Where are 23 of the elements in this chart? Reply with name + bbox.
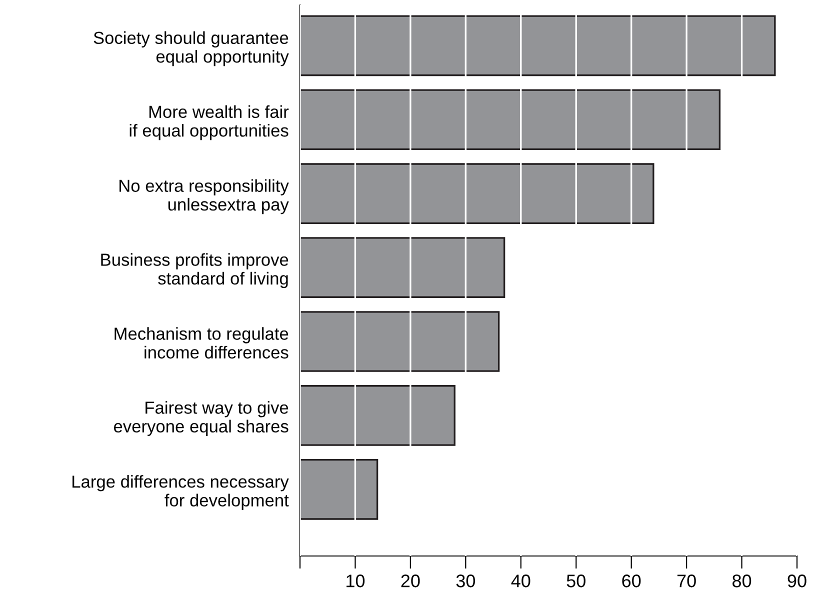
x-tick-label: 90	[788, 574, 806, 588]
x-tick-label: 40	[511, 574, 530, 588]
x-tick-label: 10	[346, 574, 365, 588]
x-tick-label: 50	[566, 574, 586, 588]
x-tick-label: 80	[732, 574, 752, 588]
y-tick-label: Mechanism to regulate income differences	[114, 327, 288, 359]
y-tick-label: Business profits improve standard of living	[101, 253, 288, 288]
bar	[300, 89, 721, 150]
y-tick-label: Fairest way to give everyone equal shares	[114, 401, 288, 436]
bar	[300, 163, 654, 224]
y-tick-label: Large differences necessary for development	[72, 475, 289, 510]
y-tick-label: More wealth is fair if equal opportunities	[130, 105, 289, 140]
x-tick-label: 20	[401, 574, 420, 588]
bar	[300, 385, 456, 446]
x-tick-label: 70	[677, 574, 696, 588]
x-tick-label: 60	[622, 574, 641, 588]
bar	[300, 237, 506, 298]
y-tick-label: No extra responsibility unlessextra pay	[120, 179, 289, 214]
x-tick-label: 30	[456, 574, 476, 588]
y-tick-label: Society should guarantee equal opportunity	[94, 31, 289, 66]
bar	[300, 459, 378, 520]
bar	[300, 311, 500, 372]
bar	[300, 15, 776, 76]
